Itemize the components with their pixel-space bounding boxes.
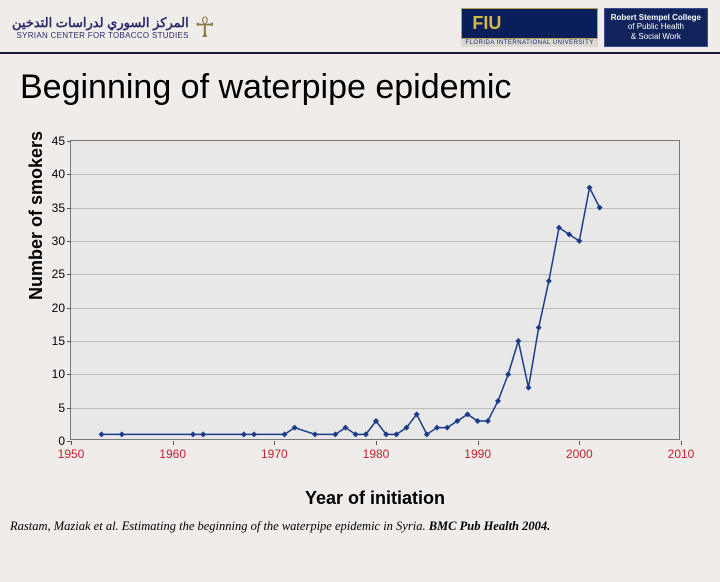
y-tick-label: 35 — [37, 201, 65, 215]
x-tick-label: 1960 — [159, 447, 186, 461]
syrian-center-text: المركز السوري لدراسات التدخين SYRIAN CEN… — [12, 15, 189, 40]
y-tick-label: 15 — [37, 334, 65, 348]
y-tick-label: 25 — [37, 267, 65, 281]
stempel-line2: of Public Health — [611, 22, 701, 32]
y-tick-label: 0 — [37, 434, 65, 448]
line-series — [71, 141, 681, 441]
x-tick-label: 2000 — [566, 447, 593, 461]
x-tick-label: 1990 — [464, 447, 491, 461]
citation-title: Estimating the beginning of the waterpip… — [122, 519, 429, 533]
y-tick-label: 5 — [37, 401, 65, 415]
data-marker — [526, 385, 532, 391]
citation-authors: Rastam, Maziak et al. — [10, 519, 122, 533]
ankh-icon: ☥ — [195, 9, 215, 45]
y-tick-label: 10 — [37, 367, 65, 381]
fiu-label: FIU — [461, 8, 597, 39]
left-logo: المركز السوري لدراسات التدخين SYRIAN CEN… — [12, 9, 215, 45]
citation: Rastam, Maziak et al. Estimating the beg… — [10, 519, 710, 534]
fiu-subtitle: FLORIDA INTERNATIONAL UNIVERSITY — [461, 39, 597, 47]
data-marker — [312, 431, 318, 437]
data-marker — [515, 338, 521, 344]
stempel-logo: Robert Stempel College of Public Health … — [604, 8, 708, 47]
plot-area: 0510152025303540451950196019701980199020… — [70, 140, 680, 440]
y-tick-label: 45 — [37, 134, 65, 148]
data-marker — [485, 418, 491, 424]
right-logos: FIU FLORIDA INTERNATIONAL UNIVERSITY Rob… — [461, 8, 708, 47]
data-marker — [190, 431, 196, 437]
stempel-line1: Robert Stempel College — [611, 13, 701, 23]
data-marker — [495, 398, 501, 404]
fiu-logo: FIU FLORIDA INTERNATIONAL UNIVERSITY — [461, 8, 597, 47]
stempel-line3: & Social Work — [611, 32, 701, 42]
x-tick-label: 1950 — [58, 447, 85, 461]
data-marker — [536, 325, 542, 331]
y-tick-label: 30 — [37, 234, 65, 248]
chart: 0510152025303540451950196019701980199020… — [70, 140, 680, 470]
arabic-title: المركز السوري لدراسات التدخين — [12, 15, 189, 31]
x-tick-label: 1970 — [261, 447, 288, 461]
x-axis-label: Year of initiation — [70, 488, 680, 582]
page-title: Beginning of waterpipe epidemic — [0, 60, 720, 115]
data-marker — [99, 431, 105, 437]
header-divider — [0, 52, 720, 54]
data-marker — [200, 431, 206, 437]
data-marker — [119, 431, 125, 437]
header: المركز السوري لدراسات التدخين SYRIAN CEN… — [0, 0, 720, 52]
y-tick-label: 20 — [37, 301, 65, 315]
english-subtitle: SYRIAN CENTER FOR TOBACCO STUDIES — [16, 31, 188, 40]
data-marker — [505, 371, 511, 377]
citation-journal: BMC Pub Health 2004. — [429, 519, 551, 533]
data-marker — [251, 431, 257, 437]
x-tick-label: 1980 — [363, 447, 390, 461]
data-marker — [241, 431, 247, 437]
data-marker — [597, 205, 603, 211]
y-tick-label: 40 — [37, 167, 65, 181]
data-marker — [587, 185, 593, 191]
x-tick-label: 2010 — [668, 447, 695, 461]
data-marker — [546, 278, 552, 284]
